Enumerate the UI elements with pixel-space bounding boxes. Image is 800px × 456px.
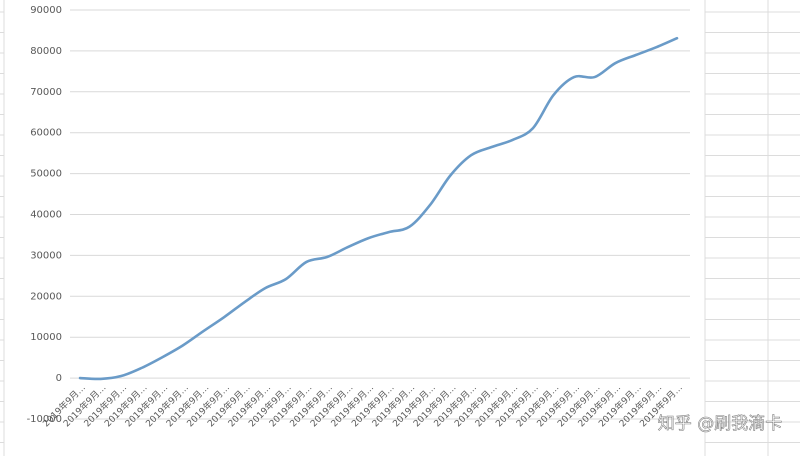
y-tick-label: 90000 <box>30 5 62 16</box>
sheet-rows <box>0 11 800 443</box>
y-tick-label: 30000 <box>30 250 62 261</box>
sheet-grid <box>3 0 769 456</box>
y-tick-label: 70000 <box>30 87 62 98</box>
y-tick-label: 10000 <box>30 332 62 343</box>
y-tick-label: -10000 <box>27 414 62 425</box>
y-tick-label: 0 <box>56 373 62 384</box>
watermark: 知乎 @刷我滴卡 <box>658 414 782 434</box>
line <box>78 36 679 381</box>
y-tick-label: 50000 <box>30 169 62 180</box>
y-tick-label: 20000 <box>30 291 62 302</box>
y-tick-label: 80000 <box>30 46 62 57</box>
y-tick-label: 60000 <box>30 128 62 139</box>
y-tick-label: 40000 <box>30 210 62 221</box>
